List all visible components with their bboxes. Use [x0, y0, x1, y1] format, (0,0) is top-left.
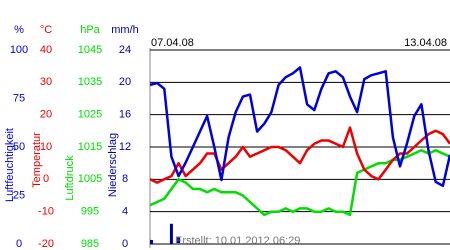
- y-tick-label: 40: [40, 44, 52, 56]
- axis-unit: °C: [40, 24, 52, 36]
- precip-bar: [150, 239, 153, 244]
- x-tick-label: 07.04.08: [151, 37, 194, 49]
- y-tick-label: 0: [16, 238, 22, 250]
- y-tick-label: 1005: [78, 173, 102, 185]
- y-tick-label: 20: [119, 76, 131, 88]
- series-line: [150, 148, 450, 217]
- y-tick-label: 4: [122, 206, 128, 218]
- axis-title: Luftfeuchtigkeit: [4, 128, 16, 202]
- y-tick-label: 30: [40, 76, 52, 88]
- axis-unit: %: [14, 24, 24, 36]
- y-tick-label: 1045: [78, 44, 102, 56]
- y-tick-label: 1025: [78, 109, 102, 121]
- plot-area: [150, 48, 450, 248]
- y-tick-label: 985: [81, 238, 99, 250]
- y-tick-label: 995: [81, 206, 99, 218]
- y-tick-label: 25: [13, 189, 25, 201]
- axis-unit: hPa: [80, 24, 100, 36]
- footer-note: Erstellt: 10.01.2012 06:29: [175, 235, 300, 247]
- y-tick-label: -20: [38, 238, 54, 250]
- y-tick-label: 75: [13, 92, 25, 104]
- axis-title: Niederschlag: [107, 133, 119, 197]
- y-tick-label: 20: [40, 109, 52, 121]
- axis-unit: mm/h: [111, 24, 139, 36]
- series-line: [150, 66, 450, 188]
- series-line: [150, 126, 450, 184]
- y-tick-label: 12: [119, 141, 131, 153]
- precip-bar: [169, 223, 173, 244]
- y-tick-label: 100: [10, 44, 28, 56]
- y-tick-label: 1035: [78, 76, 102, 88]
- y-tick-label: 1015: [78, 141, 102, 153]
- y-tick-label: -10: [38, 206, 54, 218]
- axis-title: Temperatur: [31, 132, 43, 188]
- y-tick-label: 8: [122, 173, 128, 185]
- y-tick-label: 0: [43, 173, 49, 185]
- axis-title: Luftdruck: [64, 155, 76, 201]
- y-tick-label: 50: [13, 141, 25, 153]
- y-tick-label: 10: [40, 141, 52, 153]
- y-tick-label: 24: [119, 44, 131, 56]
- precip-bar: [177, 237, 181, 244]
- y-tick-label: 0: [122, 238, 128, 250]
- x-tick-label: 13.04.08: [404, 37, 447, 49]
- y-tick-label: 16: [119, 109, 131, 121]
